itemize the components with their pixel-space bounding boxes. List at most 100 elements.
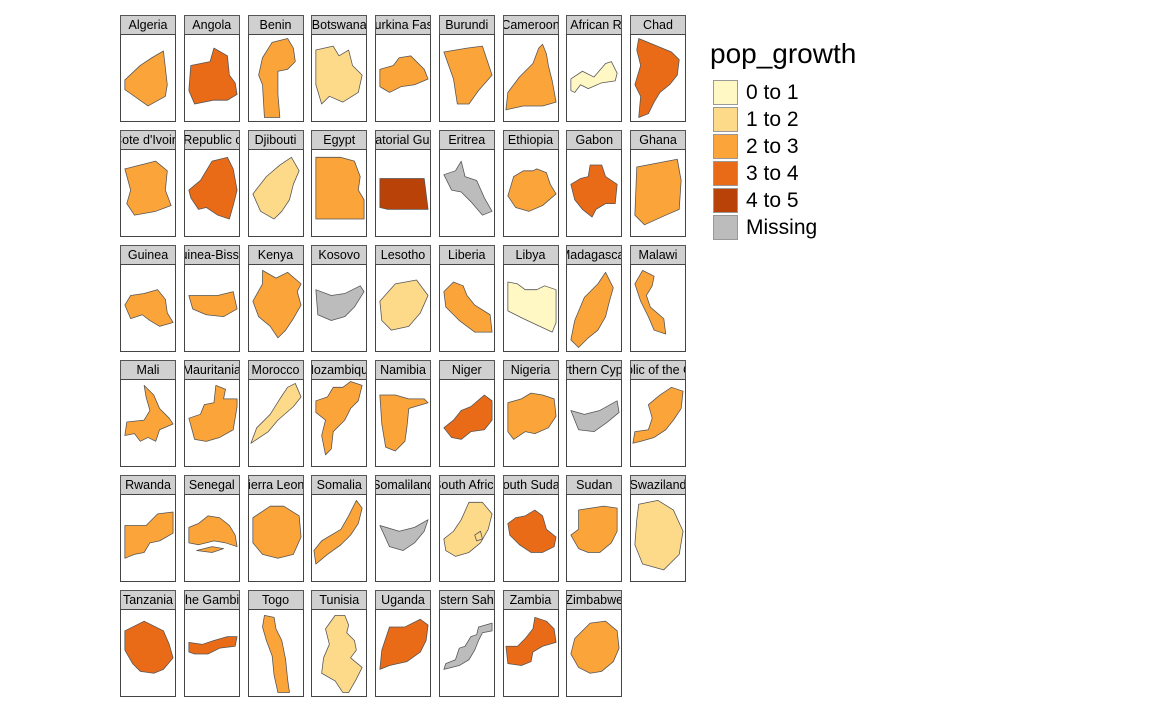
country-panel: Liberia — [438, 245, 495, 352]
country-map — [251, 505, 301, 559]
country-panel: Libya — [502, 245, 559, 352]
country-map — [257, 38, 296, 118]
country-panel: Botswana — [311, 15, 368, 122]
country-panel: Guinea-Bissau — [183, 245, 240, 352]
panel-strip: Cote d'Ivoire — [120, 130, 176, 150]
panel-strip: Burundi — [438, 15, 495, 35]
country-map — [570, 271, 614, 348]
country-label: Mauritania — [183, 363, 240, 377]
country-shape — [188, 515, 238, 553]
country-shape — [505, 43, 556, 111]
panel-plot — [311, 494, 368, 582]
country-label: Lesotho — [380, 248, 426, 262]
panel-plot — [630, 149, 686, 237]
legend-item: 3 to 4 — [710, 160, 856, 187]
country-label: Tanzania — [122, 593, 174, 607]
country-panel: Central African Republic — [566, 15, 623, 122]
panel-strip: Somaliland — [375, 475, 431, 495]
panel-plot — [630, 34, 686, 122]
country-map — [124, 620, 174, 674]
panel-strip: Mozambique — [311, 360, 368, 380]
panel-strip: Cameroon — [502, 15, 559, 35]
country-panel: Northern Cyprus — [566, 360, 623, 467]
panel-strip: South Sudan — [502, 475, 559, 495]
panel-plot — [438, 34, 495, 122]
panel-strip: Madagascar — [566, 245, 623, 265]
country-shape — [251, 156, 300, 220]
country-label: Central African Republic — [567, 18, 622, 32]
country-panel: Niger — [438, 360, 495, 467]
country-map — [506, 281, 556, 333]
country-map — [315, 285, 365, 321]
country-label: Uganda — [381, 593, 425, 607]
country-label: Gabon — [575, 133, 614, 147]
country-map — [188, 385, 238, 442]
panel-strip: Western Sahara — [438, 590, 495, 610]
country-shape — [124, 50, 168, 107]
country-shape — [379, 394, 429, 452]
legend-swatch — [713, 134, 738, 159]
country-shape — [124, 160, 172, 216]
country-map — [124, 50, 168, 107]
country-shape — [634, 500, 684, 571]
panel-plot — [438, 609, 495, 697]
panel-strip: Libya — [502, 245, 559, 265]
country-panel: Ghana — [630, 130, 686, 237]
panel-plot — [438, 264, 495, 352]
country-shape — [188, 385, 238, 442]
panel-strip: Lesotho — [375, 245, 431, 265]
panel-plot — [120, 609, 176, 697]
country-shape — [570, 400, 620, 433]
country-label: Burkina Faso — [375, 18, 430, 32]
panel-strip: Togo — [247, 590, 304, 610]
country-map — [250, 383, 301, 444]
country-panel: Eritrea — [438, 130, 495, 237]
country-map — [251, 270, 301, 339]
country-label: Ghana — [639, 133, 677, 147]
country-map — [379, 519, 429, 551]
legend-label: Missing — [746, 215, 818, 239]
country-panel: Madagascar — [566, 245, 623, 352]
country-shape — [443, 45, 493, 105]
panel-plot — [630, 264, 686, 352]
country-shape — [379, 519, 429, 551]
country-panel: Nigeria — [502, 360, 559, 467]
country-label: Democratic Republic of the Congo — [183, 133, 239, 147]
panel-strip: Mali — [120, 360, 176, 380]
panel-plot — [375, 149, 431, 237]
country-panel: Mauritania — [183, 360, 240, 467]
panel-strip: Sierra Leone — [247, 475, 304, 495]
country-label: Mozambique — [312, 363, 366, 377]
country-map — [124, 289, 174, 327]
panel-plot — [183, 264, 240, 352]
country-label: Egypt — [323, 133, 356, 147]
panel-strip: Tunisia — [311, 590, 368, 610]
legend-swatch — [713, 107, 738, 132]
country-map — [505, 616, 556, 666]
country-shape — [188, 291, 238, 318]
panel-strip: Egypt — [311, 130, 368, 150]
country-map — [443, 281, 493, 333]
legend-swatch — [713, 80, 738, 105]
country-shape — [634, 270, 667, 335]
panel-strip: Gabon — [566, 130, 623, 150]
country-panel: Senegal — [183, 475, 240, 582]
legend-swatch — [713, 188, 738, 213]
country-panel: Togo — [247, 590, 304, 697]
country-label: Equatorial Guinea — [375, 133, 431, 147]
country-label: Burundi — [445, 18, 489, 32]
legend-label: 2 to 3 — [746, 134, 799, 158]
country-shape — [315, 45, 363, 105]
legend-item: 4 to 5 — [710, 187, 856, 214]
country-shape — [570, 164, 618, 218]
panel-strip: Liberia — [438, 245, 495, 265]
legend-item: 1 to 2 — [710, 106, 856, 133]
country-shape — [506, 392, 556, 440]
country-map — [315, 156, 365, 220]
country-map — [251, 156, 300, 220]
panel-strip: Algeria — [120, 15, 176, 35]
country-label: Algeria — [128, 18, 168, 32]
country-shape — [570, 271, 614, 348]
country-map — [570, 400, 620, 433]
country-shape — [379, 618, 429, 670]
